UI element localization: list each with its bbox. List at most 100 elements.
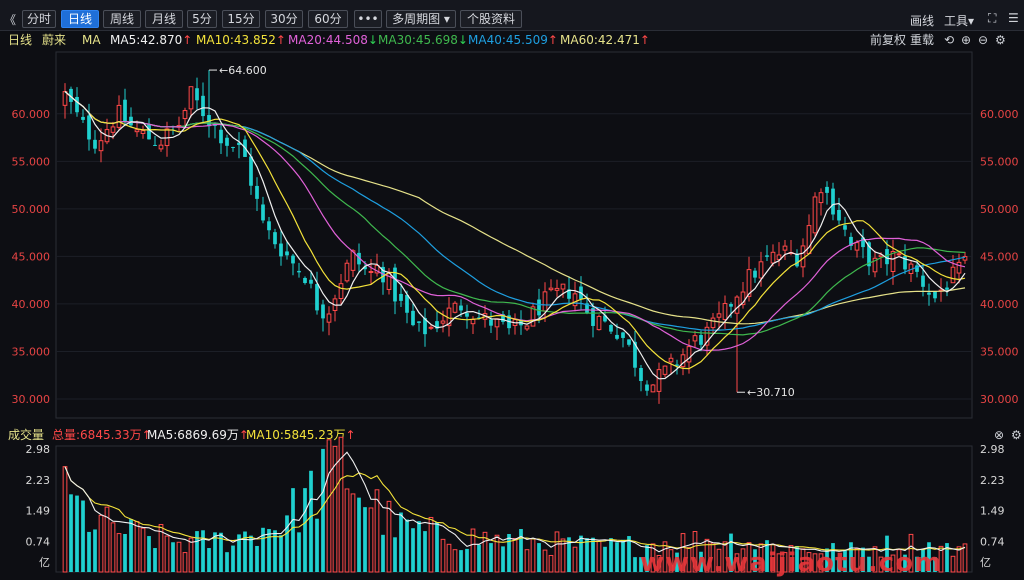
- candle-body: [704, 326, 710, 346]
- candle-body: [662, 365, 668, 375]
- back-icon[interactable]: 《: [4, 13, 17, 27]
- tools-menu[interactable]: 工具▾: [944, 12, 974, 29]
- ma5-line: [64, 91, 966, 380]
- volume-bar: [650, 543, 656, 573]
- ma10-line: [64, 91, 966, 370]
- volume-bar: [812, 553, 818, 573]
- candle-body: [645, 384, 649, 391]
- stock-name: 蔚来: [42, 33, 67, 47]
- volume-unit-label-right: 亿: [980, 556, 991, 569]
- volume-bar: [501, 546, 505, 572]
- candle-body: [831, 188, 835, 215]
- adjust-button[interactable]: 前复权: [870, 33, 907, 47]
- period-daily-button[interactable]: 日线: [61, 10, 99, 28]
- volume-bar: [459, 550, 463, 572]
- ma30-line: [64, 91, 966, 336]
- price-tick-label-left: 45.000: [12, 250, 51, 263]
- candle-body: [596, 315, 602, 331]
- high-price-annotation: ←64.600: [219, 64, 267, 77]
- zoom-out-icon[interactable]: ⊖: [978, 33, 989, 47]
- candle-body: [188, 86, 194, 110]
- volume-bar: [332, 445, 338, 573]
- candle-body: [675, 364, 679, 366]
- period-weekly-button[interactable]: 周线: [103, 10, 141, 28]
- price-tick-label-left: 50.000: [12, 203, 51, 216]
- tools-label: 工具: [944, 14, 969, 28]
- volume-bar: [291, 488, 295, 572]
- close-icon[interactable]: ⊗: [994, 428, 1005, 442]
- grid-menu-icon[interactable]: ☰: [1008, 11, 1019, 25]
- volume-bar: [908, 533, 914, 573]
- ma40-value: MA40:45.509↑: [468, 33, 558, 47]
- volume-bar: [950, 555, 956, 573]
- volume-bar: [831, 543, 835, 572]
- candle-body: [225, 137, 229, 146]
- candle-body: [945, 287, 949, 290]
- volume-bar: [837, 557, 841, 572]
- volume-bar: [843, 549, 847, 572]
- candle-body: [615, 334, 619, 339]
- volume-bar: [363, 507, 367, 572]
- settings-icon[interactable]: ⚙: [995, 33, 1006, 47]
- volume-bar: [470, 528, 476, 573]
- candle-body: [237, 142, 241, 145]
- draw-line-button[interactable]: 画线: [910, 14, 935, 28]
- volume-bar: [213, 532, 217, 572]
- ma20-line: [64, 91, 966, 352]
- volume-bar: [381, 534, 385, 572]
- candle-body: [147, 123, 151, 140]
- volume-bar: [374, 489, 380, 573]
- more-button[interactable]: •••: [354, 10, 382, 28]
- volume-bar: [309, 470, 313, 572]
- volume-bar: [507, 533, 511, 572]
- candle-body: [699, 335, 703, 345]
- volume-bar: [537, 543, 541, 572]
- period-minute-button[interactable]: 分时: [22, 10, 56, 28]
- price-tick-label-right: 40.000: [980, 298, 1019, 311]
- volume-ma5-line: [64, 451, 966, 553]
- price-tick-label-right: 50.000: [980, 203, 1019, 216]
- arrow-up-icon: ↑: [639, 33, 650, 47]
- candle-body: [440, 320, 446, 324]
- period-30min-button[interactable]: 30分: [265, 10, 303, 28]
- reload-button[interactable]: 重载: [910, 33, 935, 47]
- volume-bar: [854, 548, 860, 573]
- candle-body: [668, 357, 674, 363]
- volume-bar: [69, 494, 73, 572]
- volume-bar: [603, 546, 607, 572]
- fullscreen-icon[interactable]: ⛶: [988, 11, 997, 25]
- candle-body: [567, 289, 571, 299]
- volume-bar: [279, 535, 283, 572]
- candle-body: [740, 291, 746, 306]
- zoom-in-icon[interactable]: ⊕: [961, 33, 972, 47]
- multi-period-dropdown[interactable]: 多周期图 ▾: [386, 10, 456, 28]
- stock-info-button[interactable]: 个股资料: [460, 10, 522, 28]
- candle-body: [87, 115, 91, 140]
- multi-period-label: 多周期图: [392, 12, 441, 26]
- candle-body: [686, 346, 692, 363]
- volume-bar: [201, 530, 205, 572]
- period-5min-button[interactable]: 5分: [187, 10, 217, 28]
- settings-icon[interactable]: ⚙: [1011, 428, 1022, 442]
- candle-body: [350, 250, 356, 271]
- volume-bar: [519, 529, 523, 572]
- volume-bar: [567, 537, 571, 572]
- ma-label[interactable]: MA: [82, 33, 101, 47]
- candle-body: [524, 325, 530, 330]
- ma40-line: [64, 91, 966, 331]
- period-60min-button[interactable]: 60分: [308, 10, 348, 28]
- candle-body: [867, 242, 871, 267]
- volume-bar: [225, 552, 229, 572]
- candle-body: [885, 249, 889, 265]
- volume-bar: [746, 542, 752, 573]
- volume-bar: [716, 548, 722, 573]
- candle-body: [692, 335, 698, 342]
- candle-body: [315, 284, 319, 311]
- candle-body: [98, 140, 104, 152]
- candle-body: [489, 319, 493, 326]
- candle-body: [554, 287, 560, 291]
- period-monthly-button[interactable]: 月线: [145, 10, 183, 28]
- undo-icon[interactable]: ⟲: [944, 33, 955, 47]
- candle-body: [393, 267, 397, 302]
- period-15min-button[interactable]: 15分: [222, 10, 260, 28]
